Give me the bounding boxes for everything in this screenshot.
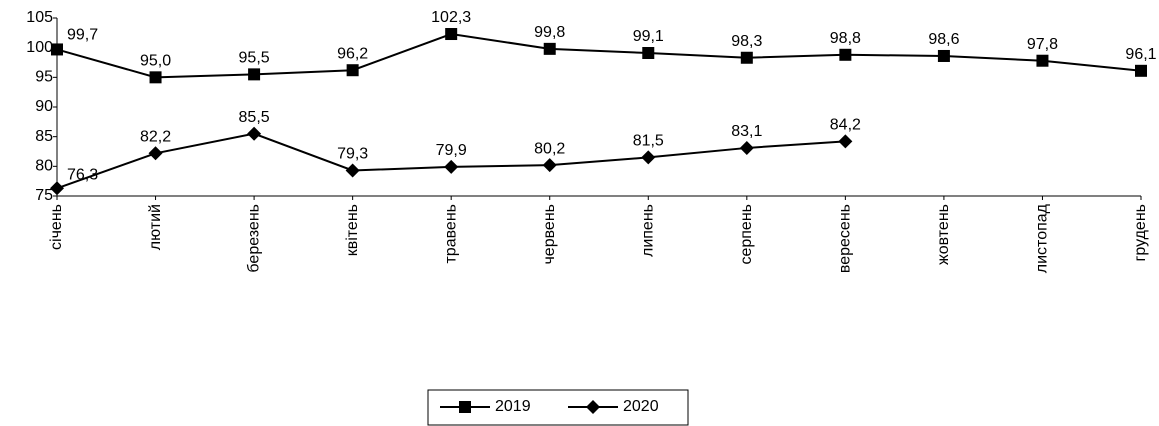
x-tick-label: березень: [245, 204, 262, 273]
data-label: 97,8: [1027, 36, 1058, 53]
data-label: 98,6: [928, 31, 959, 48]
data-label: 98,8: [830, 30, 861, 47]
y-tick-label: 75: [35, 187, 53, 204]
y-tick-label: 80: [35, 158, 53, 175]
marker: [345, 163, 360, 178]
x-tick-label: січень: [48, 204, 65, 250]
data-label: 80,2: [534, 140, 565, 157]
data-label: 84,2: [830, 117, 861, 134]
marker: [739, 140, 754, 155]
data-label: 82,2: [140, 128, 171, 145]
legend-marker: [586, 400, 600, 414]
y-tick-label: 100: [26, 39, 53, 56]
marker: [543, 42, 556, 55]
marker: [248, 68, 261, 81]
y-tick-label: 105: [26, 9, 53, 26]
data-label: 96,2: [337, 45, 368, 62]
marker: [1135, 64, 1147, 77]
data-label: 81,5: [633, 133, 664, 150]
marker: [839, 48, 852, 61]
data-label: 96,1: [1125, 46, 1156, 63]
marker: [542, 158, 557, 173]
marker: [740, 51, 753, 64]
marker: [444, 159, 459, 174]
data-label: 102,3: [431, 9, 471, 26]
marker: [247, 126, 262, 141]
x-tick-label: серпень: [738, 204, 755, 265]
marker: [50, 181, 64, 196]
x-tick-label: лютий: [147, 204, 164, 250]
x-tick-label: вересень: [837, 204, 854, 273]
legend-label: 2019: [495, 398, 531, 415]
marker: [445, 28, 458, 41]
marker: [149, 71, 162, 84]
x-tick-label: липень: [639, 204, 656, 257]
marker: [148, 146, 163, 161]
marker: [641, 150, 656, 165]
marker: [937, 49, 950, 62]
marker: [642, 47, 655, 60]
data-label: 85,5: [239, 109, 270, 126]
data-label: 95,5: [239, 50, 270, 67]
marker: [346, 64, 359, 77]
x-tick-label: жовтень: [935, 204, 952, 265]
x-tick-label: листопад: [1034, 203, 1051, 273]
data-label: 83,1: [731, 123, 762, 140]
marker: [1036, 54, 1049, 67]
y-tick-label: 90: [35, 98, 53, 115]
data-label: 79,3: [337, 146, 368, 163]
x-tick-label: червень: [541, 204, 558, 265]
x-tick-label: грудень: [1132, 204, 1149, 261]
data-label: 79,9: [436, 142, 467, 159]
data-label: 99,7: [67, 27, 98, 44]
marker: [838, 134, 853, 149]
marker: [51, 43, 63, 56]
series-line: [56, 32, 1142, 79]
data-label: 76,3: [67, 167, 98, 184]
data-label: 99,8: [534, 24, 565, 41]
x-tick-label: травень: [442, 204, 459, 264]
data-label: 95,0: [140, 53, 171, 70]
x-tick-label: квітень: [344, 204, 361, 256]
legend-marker: [459, 401, 471, 413]
legend-label: 2020: [623, 398, 659, 415]
y-tick-label: 95: [35, 69, 53, 86]
y-tick-label: 85: [35, 128, 53, 145]
data-label: 99,1: [633, 28, 664, 45]
data-label: 98,3: [731, 33, 762, 50]
